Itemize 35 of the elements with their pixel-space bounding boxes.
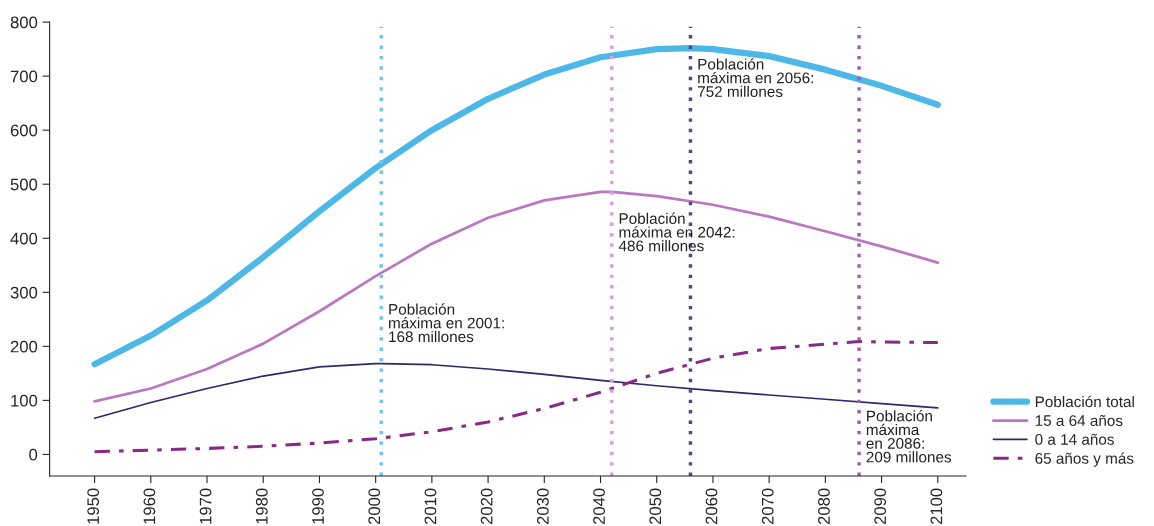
ref-line-label: Población máxima en 2056: 752 millones [697,58,813,98]
legend-label: 15 a 64 años [1035,414,1123,427]
line-series [93,362,939,420]
y-tick-label: 600 [10,124,38,137]
y-tick-label: 700 [10,70,38,83]
y-tick-label: 300 [10,286,38,299]
x-tick-label: 2080 [818,488,830,525]
x-tick-label: 1960 [143,488,156,524]
legend-label: 0 a 14 años [1035,433,1114,445]
y-tick-label: 500 [10,178,38,191]
x-tick-label: 2020 [480,488,493,525]
x-tick-label: 2010 [424,488,437,525]
y-tick-label: 400 [10,232,38,245]
line-series [93,190,940,403]
ref-line-label: Población máxima en 2001: 168 millones [389,303,504,343]
legend-label: Población total [1035,395,1134,408]
x-tick-label: 2050 [649,488,662,525]
x-tick-label: 2060 [705,488,718,525]
legend-label: 65 años y más [1035,452,1134,467]
x-tick-label: 2040 [593,488,605,525]
x-tick-label: 1950 [87,488,100,524]
y-tick-label: 200 [10,340,38,353]
x-tick-label: 2030 [536,488,549,525]
x-tick-label: 2070 [761,488,774,525]
x-tick-label: 1980 [255,488,268,524]
y-tick-label: 0 [29,448,38,461]
y-tick-label: 100 [11,394,38,407]
ref-line-label: Población máxima en 2042: 486 millones [618,212,735,252]
x-tick-label: 2090 [874,488,887,525]
x-tick-label: 2000 [368,488,381,525]
x-tick-label: 2100 [930,488,943,525]
x-tick-label: 1970 [199,488,212,524]
ref-line-label: Población máxima en 2086: 209 millones [866,410,952,463]
y-tick-label: 800 [10,16,38,29]
x-tick-label: 1990 [312,488,324,524]
